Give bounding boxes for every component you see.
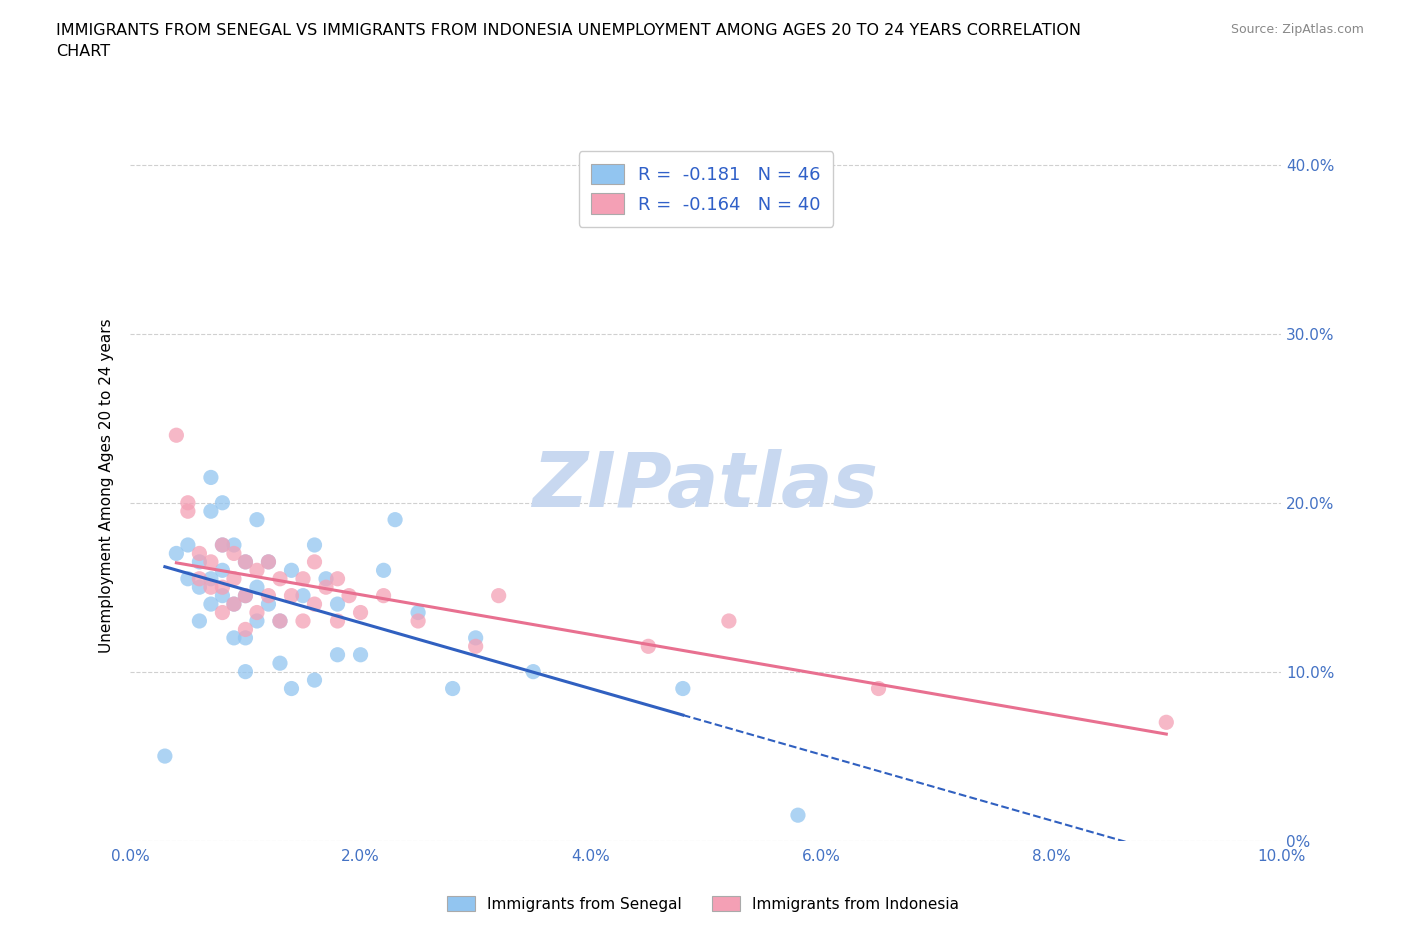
Point [222,571,245,586]
Point [257,597,280,612]
Point [269,614,291,629]
Point [326,571,349,586]
Point [315,579,337,594]
Point [211,579,233,594]
Point [211,563,233,578]
Point [235,664,257,679]
Point [672,681,695,696]
Point [235,631,257,645]
Point [177,571,200,586]
Point [291,614,314,629]
Point [349,605,371,620]
Point [326,597,349,612]
Point [717,614,740,629]
Text: ZIPatlas: ZIPatlas [533,449,879,523]
Point [1156,715,1178,730]
Point [326,614,349,629]
Point [522,664,544,679]
Point [406,605,429,620]
Point [304,554,326,569]
Text: Source: ZipAtlas.com: Source: ZipAtlas.com [1230,23,1364,36]
Point [211,605,233,620]
Point [269,614,291,629]
Point [165,546,187,561]
Point [211,538,233,552]
Point [177,538,200,552]
Point [326,647,349,662]
Point [373,563,395,578]
Point [235,588,257,603]
Point [222,597,245,612]
Point [787,808,810,823]
Point [222,538,245,552]
Point [280,588,302,603]
Point [222,597,245,612]
Point [246,512,269,527]
Point [384,512,406,527]
Point [222,631,245,645]
Point [291,571,314,586]
Point [188,614,211,629]
Point [304,538,326,552]
Point [222,546,245,561]
Legend: R =  -0.181   N = 46, R =  -0.164   N = 40: R = -0.181 N = 46, R = -0.164 N = 40 [578,151,834,227]
Point [235,588,257,603]
Point [269,656,291,671]
Point [269,571,291,586]
Point [315,571,337,586]
Point [257,554,280,569]
Point [188,546,211,561]
Point [188,571,211,586]
Point [211,496,233,511]
Point [200,571,222,586]
Y-axis label: Unemployment Among Ages 20 to 24 years: Unemployment Among Ages 20 to 24 years [100,319,114,653]
Point [464,639,486,654]
Point [177,504,200,519]
Point [188,579,211,594]
Point [246,563,269,578]
Point [211,588,233,603]
Point [235,554,257,569]
Point [488,588,510,603]
Point [200,554,222,569]
Point [188,554,211,569]
Point [349,647,371,662]
Point [165,428,187,443]
Point [280,681,302,696]
Point [246,614,269,629]
Text: IMMIGRANTS FROM SENEGAL VS IMMIGRANTS FROM INDONESIA UNEMPLOYMENT AMONG AGES 20 : IMMIGRANTS FROM SENEGAL VS IMMIGRANTS FR… [56,23,1081,60]
Point [304,672,326,687]
Point [177,496,200,511]
Point [200,579,222,594]
Point [337,588,360,603]
Point [153,749,176,764]
Point [246,579,269,594]
Point [200,597,222,612]
Point [441,681,464,696]
Point [235,622,257,637]
Point [464,631,486,645]
Point [200,470,222,485]
Point [280,563,302,578]
Point [373,588,395,603]
Point [257,588,280,603]
Point [200,504,222,519]
Point [868,681,890,696]
Legend: Immigrants from Senegal, Immigrants from Indonesia: Immigrants from Senegal, Immigrants from… [441,889,965,918]
Point [291,588,314,603]
Point [406,614,429,629]
Point [246,605,269,620]
Point [235,554,257,569]
Point [637,639,659,654]
Point [257,554,280,569]
Point [304,597,326,612]
Point [211,538,233,552]
